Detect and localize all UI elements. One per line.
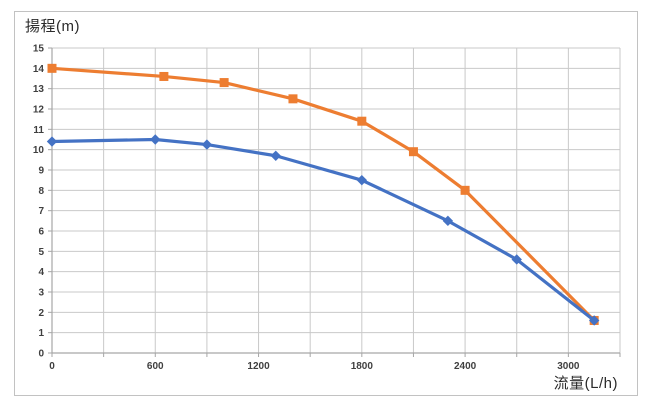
chart-frame [14,11,638,396]
head-curve-high-marker [357,116,367,126]
head-curve-low-marker [511,254,522,265]
y-tick-label: 12 [33,105,45,116]
x-tick-label: 1800 [351,361,374,372]
head-curve-low-marker [588,315,600,326]
y-tick-label: 9 [38,166,44,177]
head-curve-low-line [50,137,596,323]
y-tick-label: 0 [38,349,44,360]
y-tick-label: 11 [33,125,44,136]
head-curve-high-line [50,66,596,323]
head-curve-low-marker [150,134,161,145]
head-curve-low-marker [201,139,213,150]
x-axis-title: 流量(L/h) [553,375,618,392]
head-curve-high-marker [47,63,57,73]
y-tick-label: 6 [38,227,44,238]
head-curve-high-marker [159,71,169,81]
x-tick-label: 2400 [454,361,477,372]
y-tick-label: 5 [38,247,44,258]
head-curve-low-marker [442,215,454,227]
y-tick-label: 7 [38,206,44,217]
y-tick-label: 14 [33,64,45,75]
head-curve-low-marker [356,174,368,186]
y-tick-label: 4 [38,267,44,278]
head-curve-high-marker [288,94,298,104]
y-tick-label: 10 [33,145,45,156]
x-tick-label: 3000 [557,361,580,372]
head-curve-high-marker [219,78,229,88]
y-tick-label: 13 [33,84,45,95]
head-curve-low-marker [46,136,58,147]
y-axis-title: 揚程(m) [25,18,80,35]
y-tick-label: 1 [38,328,44,339]
head-curve-high-marker [460,185,470,195]
y-tick-label: 3 [38,288,44,299]
y-tick-label: 8 [38,186,44,197]
head-curve-high-marker [408,147,418,157]
y-tick-label: 2 [38,308,44,319]
x-tick-label: 1200 [247,361,270,372]
x-tick-label: 600 [147,361,164,372]
head-curve-low-marker [270,150,281,161]
x-tick-label: 0 [49,361,55,372]
y-tick-label: 15 [33,44,45,55]
